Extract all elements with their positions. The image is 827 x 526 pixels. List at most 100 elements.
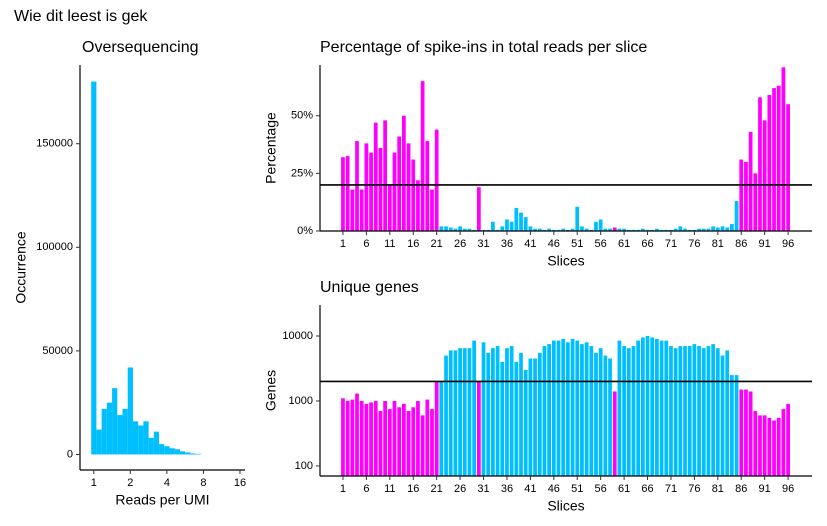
x-axis-label: Slices — [547, 498, 584, 514]
bar — [444, 355, 448, 476]
bar — [589, 346, 594, 476]
bar — [561, 228, 566, 231]
bar — [650, 337, 655, 476]
y-tick-label: 0 — [67, 448, 73, 460]
bar — [720, 226, 725, 231]
bar — [434, 381, 439, 476]
bar — [711, 344, 716, 476]
x-tick-label: 26 — [454, 238, 466, 250]
bar — [580, 344, 584, 476]
bar — [444, 226, 448, 231]
bar — [378, 148, 383, 231]
bar — [772, 420, 776, 476]
bar — [631, 346, 636, 476]
bar — [701, 348, 706, 476]
bar — [350, 189, 355, 231]
bar — [626, 348, 631, 476]
bar — [594, 352, 598, 476]
bar — [500, 226, 505, 231]
bar — [683, 346, 687, 476]
bar — [533, 228, 537, 231]
bar — [687, 346, 692, 476]
bar — [448, 350, 453, 476]
bar — [584, 342, 589, 476]
y-tick-label: 1000 — [289, 395, 313, 407]
bar — [786, 104, 790, 231]
bar — [341, 157, 345, 231]
x-tick-label: 71 — [665, 483, 677, 495]
bar — [387, 184, 392, 231]
x-tick-label: 46 — [548, 483, 560, 495]
bar — [416, 180, 420, 231]
bar — [430, 409, 434, 476]
bar — [439, 226, 444, 231]
x-tick-label: 51 — [571, 238, 583, 250]
bar — [612, 227, 617, 231]
histogram-bar — [159, 444, 165, 455]
bar — [781, 409, 786, 476]
histogram-bar — [169, 448, 175, 455]
x-tick-label: 4 — [164, 477, 170, 489]
y-tick-label: 100 — [295, 460, 313, 472]
bar — [425, 399, 430, 476]
bar — [392, 400, 397, 476]
bar — [514, 361, 519, 476]
bar — [706, 228, 711, 231]
bar — [566, 342, 570, 476]
bar — [603, 355, 608, 476]
bar — [359, 400, 364, 476]
x-tick-label: 11 — [384, 238, 395, 250]
x-tick-label: 71 — [665, 238, 677, 250]
histogram-bar — [106, 402, 113, 455]
bar — [617, 340, 622, 476]
histogram-bar — [164, 446, 170, 455]
histogram-bar — [174, 449, 180, 455]
bar — [762, 120, 767, 231]
bar — [397, 407, 402, 476]
histogram-bar — [148, 437, 154, 455]
bar — [767, 417, 772, 476]
y-tick-label: 10000 — [282, 330, 313, 342]
bar — [664, 340, 669, 476]
bar — [519, 212, 523, 231]
x-tick-label: 86 — [735, 238, 747, 250]
bar — [748, 131, 753, 231]
x-tick-label: 56 — [595, 483, 607, 495]
y-axis-label: Genes — [263, 370, 279, 411]
histogram-bar — [112, 388, 118, 455]
bar — [603, 228, 608, 231]
y-tick-label: 100000 — [36, 241, 73, 253]
bar — [547, 228, 552, 231]
x-tick-label: 31 — [477, 238, 489, 250]
bar — [523, 217, 528, 231]
bar — [678, 226, 683, 231]
bar — [772, 88, 776, 231]
bar — [640, 337, 645, 476]
bar — [406, 143, 411, 231]
chart-title: Oversequencing — [82, 39, 199, 56]
bar — [462, 228, 467, 231]
bar — [430, 189, 434, 231]
bar — [350, 399, 355, 476]
y-tick-label: 150000 — [36, 138, 73, 150]
x-tick-label: 96 — [782, 238, 794, 250]
bar — [458, 226, 462, 231]
bar — [373, 400, 378, 476]
x-tick-label: 46 — [548, 238, 560, 250]
bar — [711, 226, 716, 231]
bar — [481, 342, 486, 476]
histogram-bar — [195, 453, 201, 455]
bar — [416, 400, 420, 476]
bar — [720, 355, 725, 476]
x-tick-label: 96 — [782, 483, 794, 495]
bar — [739, 389, 744, 476]
bar — [406, 411, 411, 476]
x-tick-label: 11 — [384, 483, 395, 495]
bar — [528, 358, 533, 476]
bar — [570, 338, 575, 476]
bar — [659, 340, 664, 476]
bar — [448, 227, 453, 231]
x-tick-label: 1 — [340, 483, 346, 495]
bar — [420, 415, 425, 476]
bar — [509, 221, 514, 231]
